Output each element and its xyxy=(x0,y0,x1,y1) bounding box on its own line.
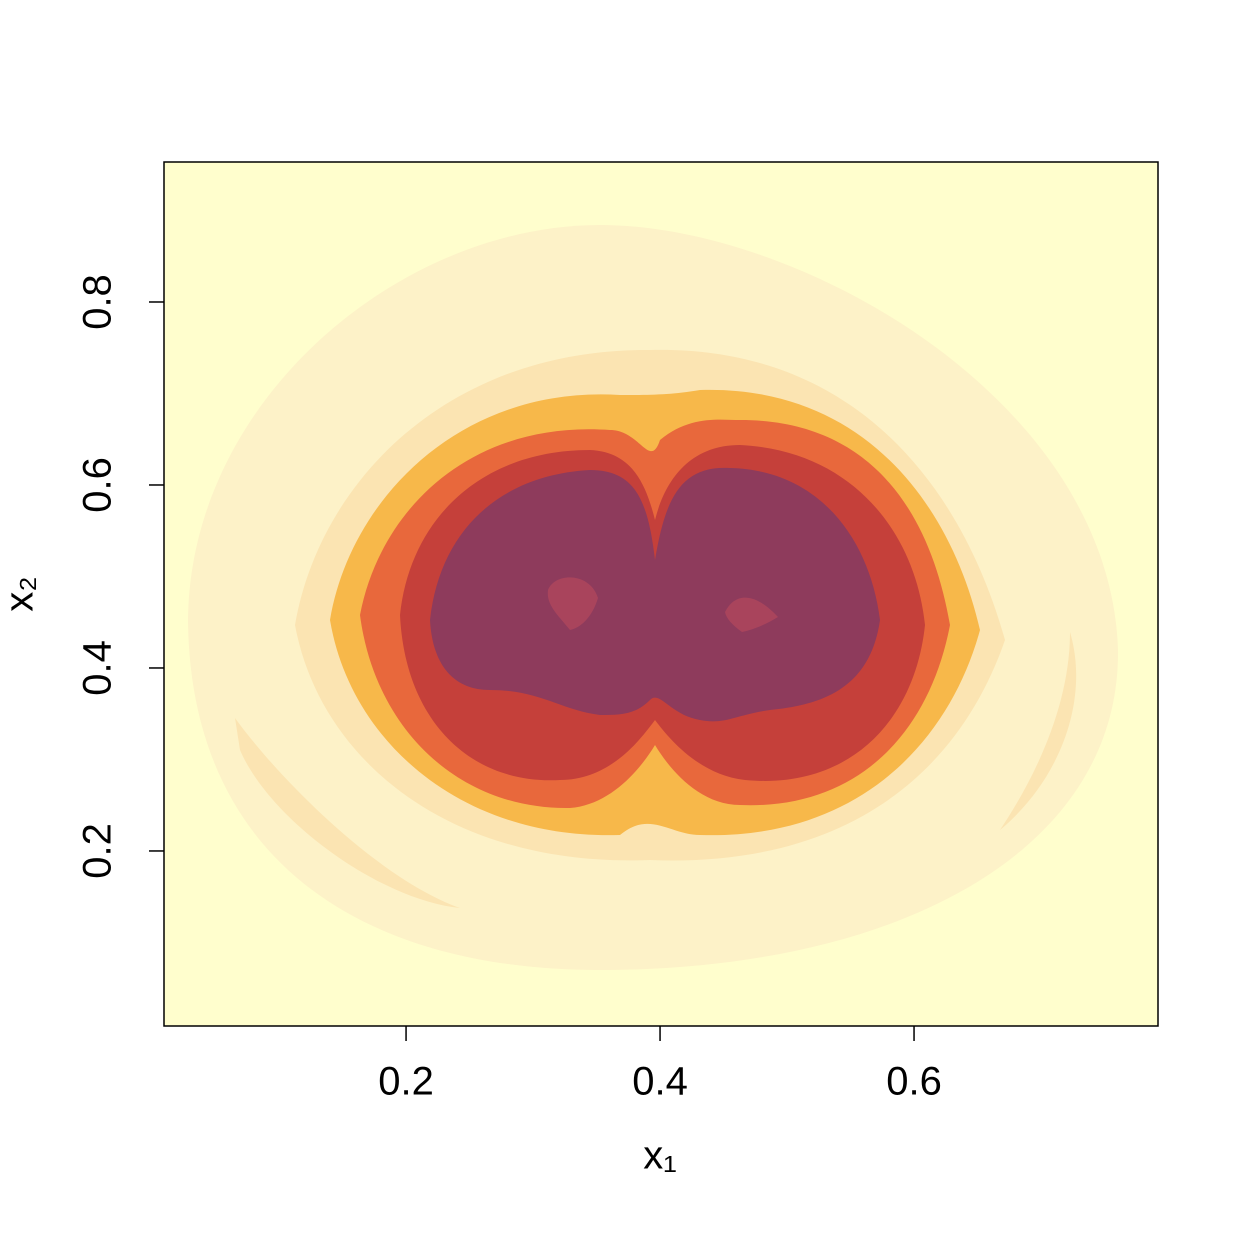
x-tick-label: 0.6 xyxy=(886,1060,942,1104)
plot-frame xyxy=(163,161,1159,1027)
y-tick-label: 0.4 xyxy=(76,640,120,696)
contour-band xyxy=(547,577,598,630)
y-tick-label: 0.8 xyxy=(76,274,120,330)
contour-field xyxy=(164,162,1158,1026)
x-axis-label: x₁ xyxy=(643,1134,677,1178)
x-tick-label: 0.4 xyxy=(632,1060,688,1104)
contour-band xyxy=(1000,632,1077,830)
contour-band xyxy=(725,597,778,632)
x-tick-label: 0.2 xyxy=(378,1060,434,1104)
y-axis-label: x₂ xyxy=(0,576,42,612)
contour-band xyxy=(430,467,880,722)
y-tick-label: 0.6 xyxy=(76,457,120,513)
y-tick-label: 0.2 xyxy=(76,823,120,879)
